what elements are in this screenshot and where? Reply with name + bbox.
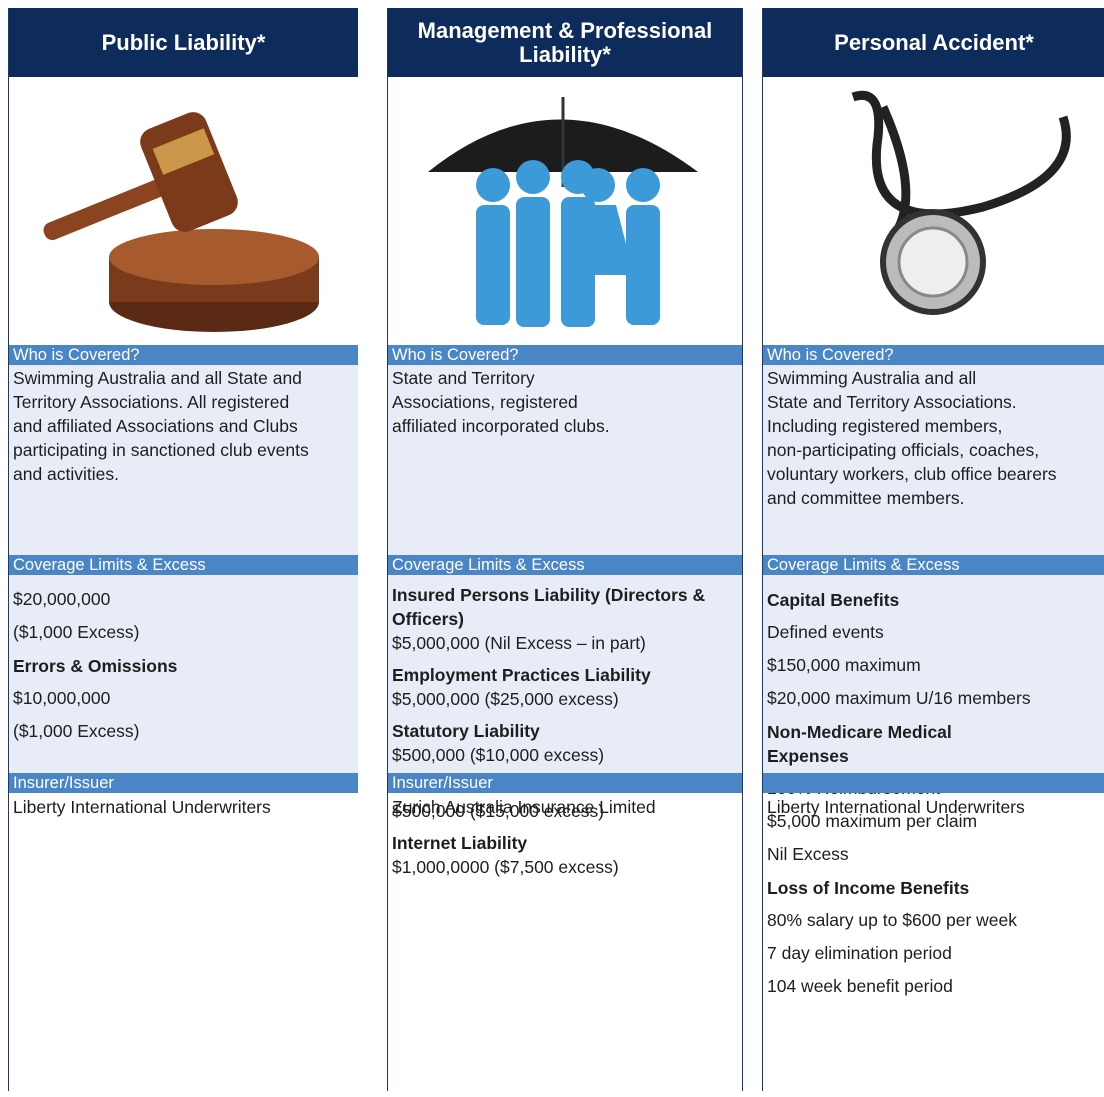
column-title: Management & Professional Liability*	[388, 8, 742, 77]
coverage-line: $500,000 ($10,000 excess)	[392, 745, 605, 765]
coverage-group: Employment Practices Liability $5,000,000…	[392, 663, 740, 711]
coverage-line: 7 day elimination period	[767, 943, 952, 963]
section-label: Who is Covered?	[763, 345, 1104, 365]
coverage-line: $500,000 ($15,000 excess)	[392, 801, 605, 821]
text-line: voluntary workers, club office bearers	[767, 464, 1057, 484]
column: Management & Professional Liability* Who …	[387, 8, 743, 1091]
coverage-group: $20,000,000 ($1,000 Excess)	[13, 583, 356, 649]
coverage-heading: Employment Practices Liability	[392, 665, 651, 685]
text-line: non-participating officials, coaches,	[767, 440, 1040, 460]
insurer-name: Liberty International Underwriters	[13, 797, 271, 817]
section-label: Who is Covered?	[388, 345, 742, 365]
coverage-line: 80% salary up to $600 per week	[767, 910, 1018, 930]
coverage-line: Nil Excess	[767, 844, 849, 864]
who-text: State and Territory Associations, registe…	[392, 366, 740, 438]
text-line: Associations, registered	[392, 392, 578, 412]
text-line: Swimming Australia and all	[767, 368, 977, 388]
text-line: and committee members.	[767, 488, 965, 508]
coverage-heading: Loss of Income Benefits	[767, 877, 970, 898]
coverage-line: $10,000,000	[13, 688, 111, 708]
coverage-heading: Non-Medicare Medical Expenses	[767, 721, 952, 766]
text-line: State and Territory	[392, 368, 535, 388]
column: Personal Accident* Who is Covered? Swimmin…	[762, 8, 1104, 1091]
coverage-line: $150,000 maximum	[767, 655, 921, 675]
coverage-group: Internet Liability $1,000,0000 ($7,500 ex…	[392, 831, 740, 879]
insurer-name: Zurich Australia Insurance Limited	[392, 797, 656, 817]
who-text: Swimming Australia and all State and Terr…	[767, 366, 1103, 510]
coverage-line: $1,000,0000 ($7,500 excess)	[392, 857, 619, 877]
coverage-line: $5,000,000 ($25,000 excess)	[392, 689, 619, 709]
column-title: Personal Accident*	[763, 8, 1104, 77]
stethoscope-image	[763, 77, 1104, 345]
coverage-group: Insured Persons Liability (Directors & O…	[392, 583, 740, 655]
text-line: Territory Associations. All registered	[13, 392, 290, 412]
umbrella-icon	[428, 97, 698, 327]
text-line: affiliated incorporated clubs.	[392, 416, 610, 436]
coverage-line: ($1,000 Excess)	[13, 721, 140, 741]
coverage-text: Capital Benefits Defined events $150,000 m…	[767, 583, 1103, 1003]
coverage-group: Non-Medicare Medical Expenses100% Reimbu…	[767, 715, 1103, 871]
coverage-heading: Insured Persons Liability (Directors & O…	[392, 585, 706, 629]
text-line: and activities.	[13, 464, 120, 484]
gavel-icon	[43, 112, 319, 332]
text-line: State and Territory Associations.	[767, 392, 1017, 412]
section-label: Who is Covered?	[9, 345, 358, 365]
section-label: Coverage Limits & Excess	[388, 555, 742, 575]
coverage-heading: Errors & Omissions	[13, 655, 178, 676]
insurer-name: Liberty International Underwriters	[767, 797, 1025, 817]
coverage-heading: Internet Liability	[392, 833, 528, 853]
coverage-line: $5,000 maximum per claim	[767, 811, 978, 831]
text-line: participating in sanctioned club events	[13, 440, 309, 460]
coverage-group: Loss of Income Benefits 80% salary up to …	[767, 871, 1103, 1003]
section-label: Insurer/Issuer	[9, 773, 358, 793]
column: Public Liability* Who is Covered? Swimming…	[8, 8, 358, 1091]
coverage-text: $20,000,000 ($1,000 Excess) Errors & Omiss…	[13, 583, 356, 748]
coverage-heading: Statutory Liability	[392, 721, 540, 741]
coverage-line: $5,000,000 (Nil Excess – in part)	[392, 633, 646, 653]
section-label	[763, 773, 1104, 793]
coverage-text: Insured Persons Liability (Directors & O…	[392, 583, 740, 887]
text-line: Swimming Australia and all State and	[13, 368, 302, 388]
gavel-image	[9, 77, 358, 345]
stethoscope-icon	[851, 91, 1071, 315]
text-line: Including registered members,	[767, 416, 1003, 436]
coverage-group: Errors & Omissions $10,000,000 ($1,000 Exc…	[13, 649, 356, 748]
coverage-line: 104 week benefit period	[767, 976, 953, 996]
column-title: Public Liability*	[9, 8, 358, 77]
coverage-group: Statutory Liability $500,000 ($10,000 exc…	[392, 719, 740, 767]
text-line: and affiliated Associations and Clubs	[13, 416, 298, 436]
section-label: Coverage Limits & Excess	[9, 555, 358, 575]
who-text: Swimming Australia and all State and Terr…	[13, 366, 356, 486]
coverage-line: Defined events	[767, 622, 884, 642]
coverage-line: ($1,000 Excess)	[13, 622, 140, 642]
section-label: Insurer/Issuer	[388, 773, 742, 793]
section-label: Coverage Limits & Excess	[763, 555, 1104, 575]
coverage-group: Capital Benefits Defined events $150,000 m…	[767, 583, 1103, 715]
umbrella-image	[388, 77, 742, 345]
coverage-line: $20,000 maximum U/16 members	[767, 688, 1031, 708]
coverage-heading: Capital Benefits	[767, 589, 900, 610]
coverage-line: $20,000,000	[13, 589, 111, 609]
